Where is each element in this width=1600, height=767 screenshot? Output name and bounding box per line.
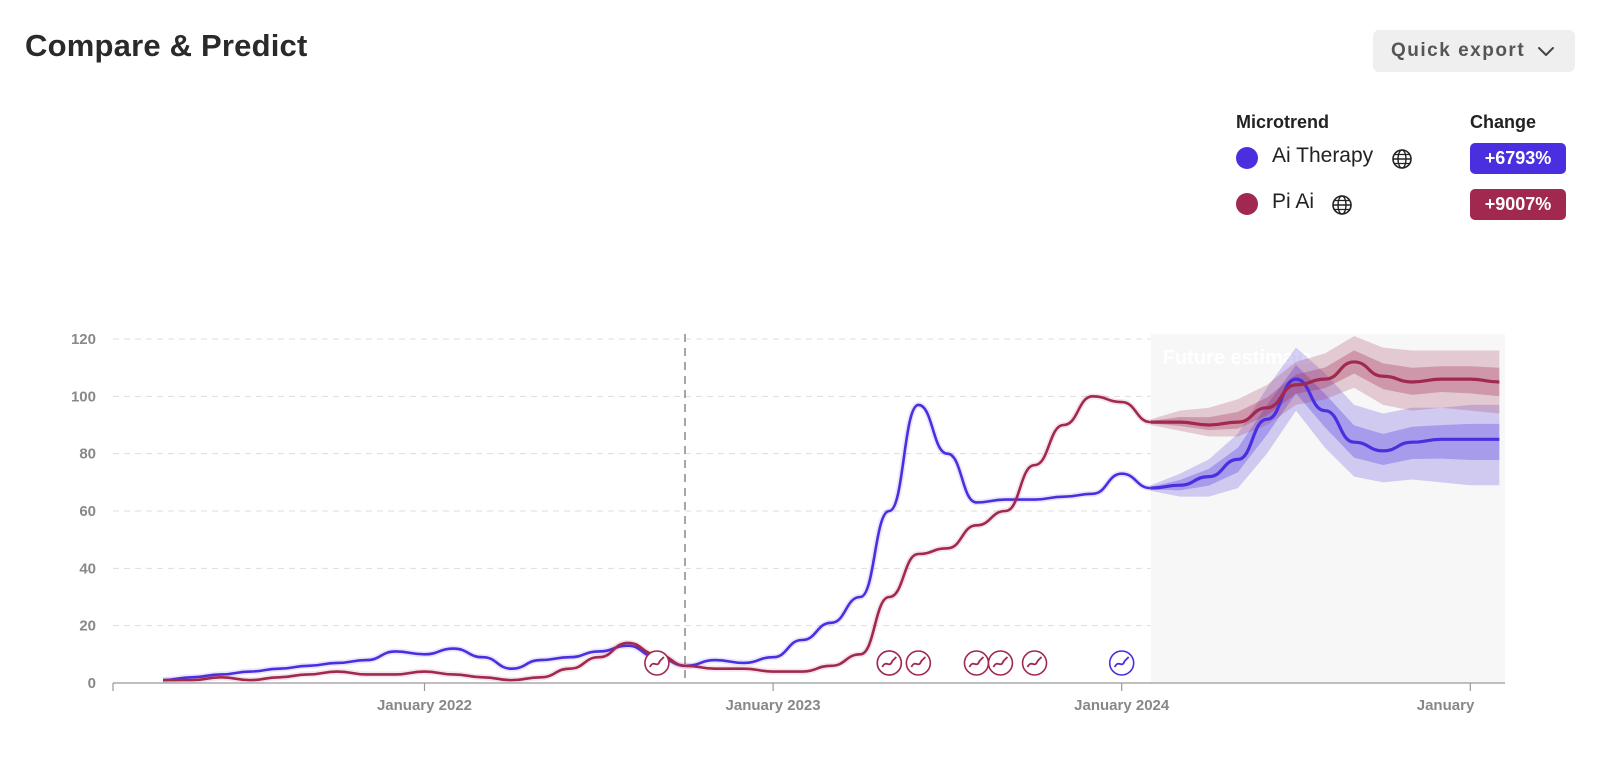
y-tick-label: 80 (79, 446, 96, 463)
event-marker-ring (1108, 650, 1135, 676)
event-marker (876, 650, 903, 676)
event-marker-ring (1021, 650, 1048, 676)
event-marker-ring (987, 650, 1014, 676)
trend-icon (1026, 656, 1043, 668)
trend-icon (649, 656, 665, 668)
change-badge: +9007% (1470, 189, 1566, 220)
y-tick-label: 0 (88, 675, 96, 692)
quick-export-label: Quick export (1391, 40, 1526, 61)
page-title: Compare & Predict (25, 28, 308, 63)
series-line (163, 395, 1151, 682)
future-region (1150, 334, 1505, 683)
legend-dot (1236, 193, 1258, 215)
forecast-line (1150, 360, 1500, 427)
trend-chart: Future estimate 0 20 40 60 80 100 120 January 2… (71, 331, 1505, 714)
forecast-line (1150, 377, 1500, 490)
quick-export-button[interactable]: Quick export (1373, 30, 1575, 72)
legend-dot (1236, 147, 1258, 169)
change-header: Change (1470, 112, 1537, 132)
legend-item-name: Ai Therapy (1272, 144, 1374, 167)
y-tick-label: 100 (71, 388, 96, 405)
trend-icon (1113, 656, 1130, 668)
event-marker (1108, 650, 1135, 676)
event-markers (644, 650, 1135, 676)
event-marker (987, 650, 1014, 676)
forecast-band-outer (1150, 336, 1500, 437)
event-marker (963, 650, 990, 676)
legend-item-name: Pi Ai (1272, 190, 1315, 213)
chart-legend: Microtrend Change Ai Therapy +6793% Pi A… (1236, 112, 1576, 232)
event-marker (1021, 650, 1048, 676)
globe-icon[interactable] (1391, 148, 1413, 170)
legend-item-pi-ai[interactable]: Pi Ai +9007% (1236, 188, 1576, 220)
microtrend-header: Microtrend (1236, 112, 1330, 132)
event-marker-ring (876, 650, 903, 676)
event-marker-ring (644, 650, 670, 676)
axes: 0 20 40 60 80 100 120 January 2022 January 2023 J… (71, 331, 1505, 714)
chevron-down-icon (1538, 47, 1554, 56)
change-badge: +6793% (1470, 143, 1566, 174)
x-tick-label: January 2024 (1074, 697, 1170, 714)
trend-icon (992, 656, 1009, 668)
forecast-band-inner (1150, 350, 1500, 431)
future-estimate-label: Future estimate (1163, 347, 1312, 369)
x-tick-label: January 2023 (726, 697, 821, 714)
series-line (163, 403, 1151, 682)
x-tick-label: January (1417, 697, 1475, 714)
event-marker (905, 650, 932, 676)
series-glow (163, 393, 1152, 684)
x-tick-label: January 2022 (377, 697, 472, 714)
globe-icon[interactable] (1331, 194, 1353, 216)
trend-icon (881, 656, 897, 668)
y-tick-label: 120 (71, 331, 96, 348)
event-marker-ring (905, 650, 932, 676)
event-marker (644, 650, 670, 676)
trend-icon (910, 656, 926, 668)
y-tick-label: 60 (79, 503, 96, 520)
legend-item-ai-therapy[interactable]: Ai Therapy +6793% (1236, 142, 1576, 174)
y-tick-label: 20 (79, 618, 96, 635)
series-glow (163, 401, 1152, 684)
y-tick-label: 40 (79, 560, 96, 577)
event-marker-ring (963, 650, 990, 676)
trend-icon (968, 656, 985, 668)
